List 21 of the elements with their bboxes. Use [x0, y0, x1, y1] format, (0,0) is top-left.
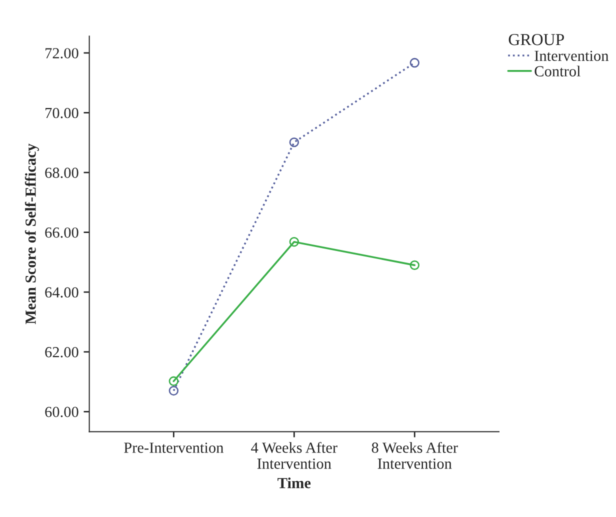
y-tick-label: 66.00: [45, 227, 78, 238]
y-tick-label: 72.00: [46, 48, 78, 58]
x-tick-label: 4 Weeks After Intervention: [251, 442, 338, 469]
point: [168, 376, 179, 386]
point: [168, 386, 179, 396]
y-tick-label: 64.00: [45, 287, 78, 298]
legend-label: Intervention: [534, 50, 609, 61]
y-tick-label: 68.00: [45, 168, 78, 178]
x-axis-title: Time: [278, 478, 311, 488]
y-axis-title: Mean Score of Self-Efficacy: [24, 144, 39, 324]
point: [289, 137, 299, 148]
x-tick-label: Pre-Intervention: [124, 442, 224, 453]
point: [410, 260, 420, 270]
legend-title: GROUP: [508, 34, 564, 46]
x-tick-label: 8 Weeks After Intervention: [372, 442, 458, 469]
point: [410, 58, 420, 68]
y-tick-label: 60.00: [45, 406, 78, 418]
legend-label: Control: [534, 66, 580, 76]
y-tick-label: 70.00: [46, 108, 78, 118]
y-tick-label: 62.00: [45, 347, 78, 358]
point: [289, 237, 299, 247]
